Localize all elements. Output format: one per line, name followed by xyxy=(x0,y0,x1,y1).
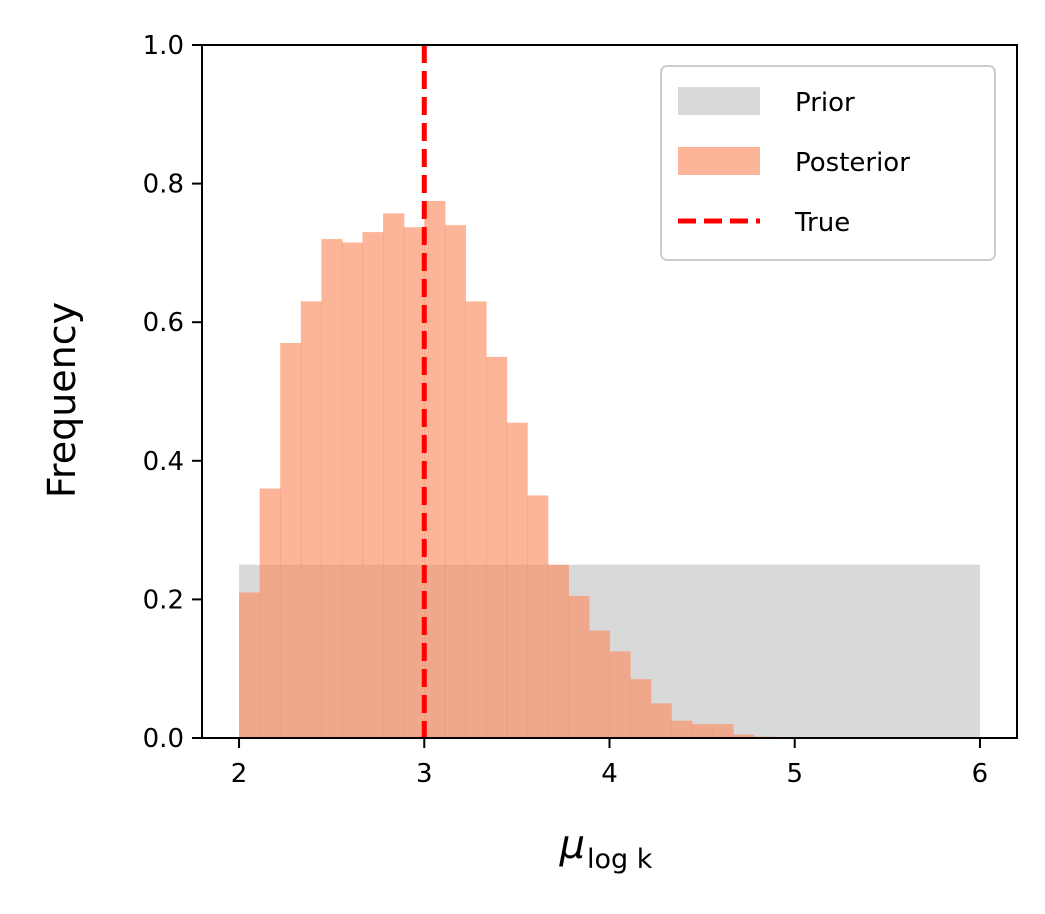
posterior-bar xyxy=(527,495,549,738)
x-tick-label: 4 xyxy=(601,759,618,789)
x-axis: 2 3 4 5 6 xyxy=(231,738,988,789)
posterior-bar xyxy=(506,422,528,738)
legend-label-prior: Prior xyxy=(795,88,855,118)
x-axis-title-main: μ xyxy=(559,822,585,868)
x-axis-title-sub: log k xyxy=(587,844,653,875)
posterior-bar xyxy=(671,720,693,738)
posterior-bar xyxy=(280,342,302,738)
posterior-bar xyxy=(383,213,405,739)
legend-label-posterior: Posterior xyxy=(795,148,910,178)
posterior-bar xyxy=(465,301,487,738)
posterior-bar xyxy=(547,564,569,738)
posterior-bar xyxy=(362,232,384,739)
x-tick-label: 3 xyxy=(416,759,433,789)
posterior-bar xyxy=(691,724,713,738)
x-tick-label: 5 xyxy=(786,759,803,789)
legend: Prior Posterior True xyxy=(660,65,996,261)
y-axis: 0.0 0.2 0.4 0.6 0.8 1.0 xyxy=(143,31,202,754)
posterior-bar xyxy=(588,630,611,738)
posterior-bar xyxy=(300,301,322,738)
y-tick-label: 1.0 xyxy=(143,31,184,61)
y-tick-label: 0.4 xyxy=(143,447,184,477)
x-tick-label: 6 xyxy=(972,759,989,789)
posterior-bar xyxy=(650,703,672,738)
x-axis-title: μlog k xyxy=(559,822,653,875)
y-tick-label: 0.0 xyxy=(143,724,184,754)
legend-label-true: True xyxy=(794,208,850,238)
posterior-bar xyxy=(341,242,364,738)
posterior-bars xyxy=(239,200,816,739)
posterior-bar xyxy=(424,200,446,739)
y-tick-label: 0.8 xyxy=(143,170,184,200)
x-tick-label: 2 xyxy=(231,759,248,789)
posterior-bar xyxy=(568,595,590,738)
posterior-bar xyxy=(403,227,425,738)
posterior-bar xyxy=(259,488,281,738)
legend-swatch-prior xyxy=(678,87,760,115)
posterior-bar xyxy=(321,239,343,739)
posterior-bar xyxy=(630,679,652,738)
posterior-bar xyxy=(712,724,734,738)
posterior-bar xyxy=(239,592,261,738)
legend-swatch-posterior xyxy=(678,147,760,175)
posterior-bar xyxy=(732,734,755,738)
y-tick-label: 0.2 xyxy=(143,585,184,615)
posterior-bar xyxy=(485,356,508,738)
posterior-bar xyxy=(444,225,467,738)
y-axis-title: Frequency xyxy=(40,302,84,498)
y-tick-label: 0.6 xyxy=(143,308,184,338)
posterior-bar xyxy=(609,651,631,738)
